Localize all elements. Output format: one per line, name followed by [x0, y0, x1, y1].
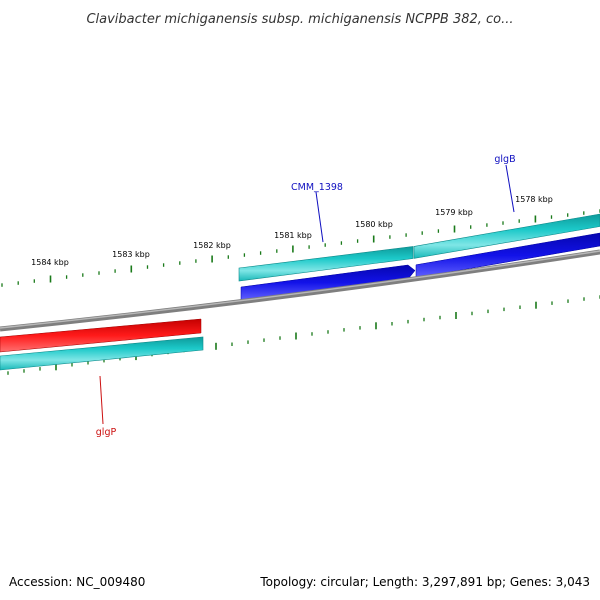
- cds-feature-glgp[interactable]: [0, 336, 204, 371]
- gene-label-group-cmm1398: CMM_1398: [291, 182, 343, 243]
- scale-ticks-lower: [7, 295, 600, 375]
- scale-label-1581kbp: 1581 kbp: [274, 231, 312, 240]
- leader-line-cmm1398: [315, 191, 324, 243]
- cds-feature-cmm1398[interactable]: [238, 246, 414, 282]
- genome-summary-text: Topology: circular; Length: 3,297,891 bp…: [259, 575, 590, 589]
- scale-label-1579kbp: 1579 kbp: [435, 208, 473, 217]
- genome-backbone: [0, 249, 600, 332]
- leader-line-glgb: [505, 164, 515, 213]
- map-title: Clavibacter michiganensis subsp. michiga…: [86, 12, 513, 27]
- gene-label-cmm1398[interactable]: CMM_1398: [291, 182, 343, 193]
- scale-label-1583kbp: 1583 kbp: [112, 250, 150, 259]
- genome-backbone-highlight: [0, 250, 600, 329]
- scale-label-1580kbp: 1580 kbp: [355, 220, 393, 229]
- scale-labels: 1584 kbp 1583 kbp 1582 kbp 1581 kbp 1580…: [31, 195, 553, 267]
- gene-label-group-glgb: glgB: [494, 154, 516, 213]
- leader-line-glgp: [99, 375, 104, 425]
- accession-text: Accession: NC_009480: [9, 575, 145, 589]
- gene-label-glgb[interactable]: glgB: [494, 154, 515, 165]
- gene-bar-glgp[interactable]: [0, 318, 202, 353]
- cds-track-upper: [238, 213, 600, 282]
- gene-arrow-cmm1398[interactable]: [240, 264, 416, 301]
- scale-ticks-upper: [1, 209, 600, 287]
- gene-label-group-glgp: glgP: [96, 375, 117, 438]
- gene-track-blue: [240, 232, 600, 301]
- scale-label-1584kbp: 1584 kbp: [31, 258, 69, 267]
- scale-label-1578kbp: 1578 kbp: [515, 195, 553, 204]
- scale-label-1582kbp: 1582 kbp: [193, 241, 231, 250]
- gene-arrow-glgb[interactable]: [415, 232, 600, 279]
- gene-label-glgp[interactable]: glgP: [96, 427, 117, 438]
- cds-feature-glgb[interactable]: [413, 213, 600, 259]
